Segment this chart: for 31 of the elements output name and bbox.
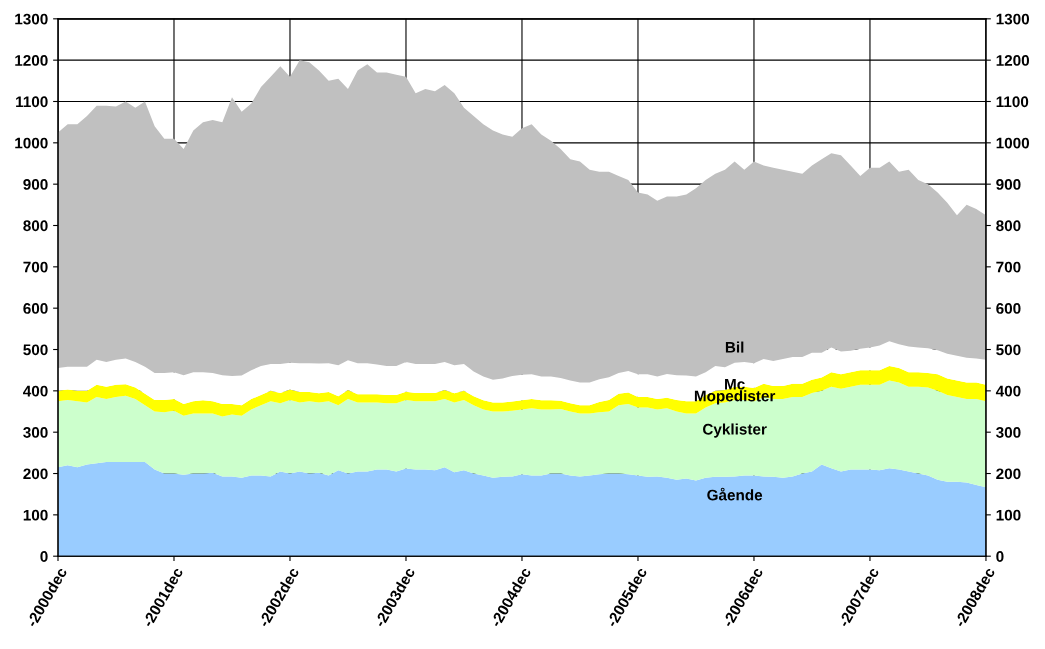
y-tick-label: 400 [23,385,48,397]
y2-tick-label: 600 [996,303,1021,314]
y2-tick-label: 1300 [996,13,1030,25]
y2-tick-label: 100 [996,509,1021,521]
y-tick-label: 100 [23,509,48,521]
series-label: Bil [725,341,744,353]
y2-tick-label: 0 [996,551,1004,562]
series-label: Cyklister [702,423,767,438]
y2-tick-label: 900 [996,179,1021,190]
y2-tick-label: 300 [996,427,1021,438]
y-tick-label: 600 [23,303,48,314]
y2-tick-label: 1100 [996,96,1029,108]
y-tick-label: 900 [23,179,48,190]
y2-tick-label: 700 [996,261,1021,273]
y2-tick-label: 400 [995,385,1021,397]
y-tick-label: 200 [23,468,48,480]
y-tick-label: 300 [23,427,48,438]
y-tick-label: 1200 [15,55,48,66]
y-tick-label: 500 [23,344,48,356]
y2-tick-label: 1000 [996,137,1030,149]
y2-tick-label: 500 [996,344,1021,356]
y-tick-label: 1300 [15,13,48,25]
y2-tick-label: 1200 [996,55,1030,66]
y-tick-label: 700 [23,261,48,273]
y-tick-label: 1100 [16,96,48,108]
y-tick-label: 1000 [15,137,48,149]
series-label: Gående [707,487,763,501]
y-tick-label: 800 [23,220,48,232]
y2-tick-label: 200 [996,468,1021,480]
y2-tick-label: 800 [996,220,1021,232]
y-tick-label: 0 [40,551,48,562]
